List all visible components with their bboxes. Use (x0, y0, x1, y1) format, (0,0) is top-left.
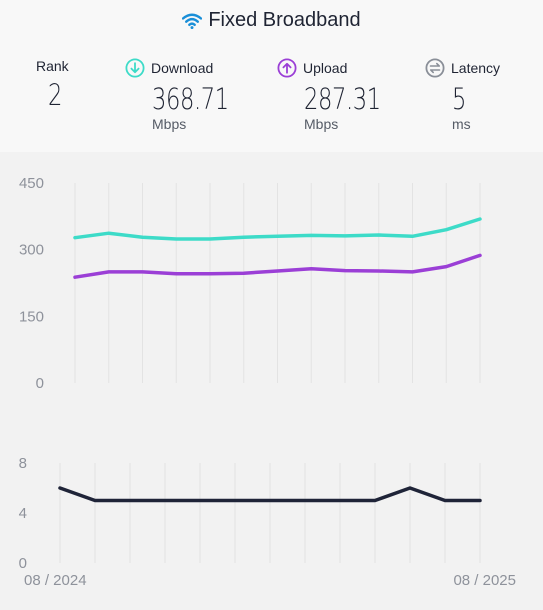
download-label-row: Download (125, 58, 250, 78)
rank-label: Rank (36, 58, 69, 74)
download-unit: Mbps (152, 116, 187, 132)
chart1-y-tick-label: 300 (19, 242, 44, 259)
upload-value: 287.31 (304, 82, 381, 116)
download-label: Download (151, 60, 214, 76)
page-title: Fixed Broadband (208, 9, 361, 31)
chart1-series-download (73, 217, 482, 241)
charts-panel: 0 150 300 450 0 4 8 08 / 2024 08 / 2025 (0, 152, 543, 610)
rank-value: 2 (48, 78, 63, 112)
download-metric: Download 368.71 Mbps (125, 58, 250, 132)
latency-unit: ms (452, 116, 471, 132)
latency-label-row: Latency (425, 58, 500, 78)
latency-label: Latency (451, 60, 501, 76)
latency-value: 5 (452, 82, 467, 116)
upload-label: Upload (303, 60, 348, 76)
chart1-y-tick-label: 0 (36, 375, 44, 392)
chart1-series-upload (73, 253, 482, 279)
chart2-y-tick-label: 8 (19, 455, 27, 472)
summary-header: Fixed Broadband Rank 2 Download 368.71 M… (0, 0, 543, 152)
upload-arrow-icon (277, 58, 297, 78)
upload-metric: Upload 287.31 Mbps (277, 58, 402, 132)
upload-label-row: Upload (277, 58, 402, 78)
download-arrow-icon (125, 58, 145, 78)
upload-unit: Mbps (304, 116, 339, 132)
latency-icon (425, 58, 445, 78)
chart1-y-tick-label: 450 (19, 175, 44, 192)
latency-metric: Latency 5 ms (425, 58, 500, 132)
title-row: Fixed Broadband (0, 9, 543, 32)
x-tick-label-end: 08 / 2025 (453, 572, 516, 589)
chart2-y-tick-label: 0 (19, 555, 27, 572)
charts-svg: 0 150 300 450 0 4 8 08 / 2024 08 / 2025 (19, 175, 516, 589)
x-tick-label-start: 08 / 2024 (24, 572, 87, 589)
rank-metric: Rank 2 (36, 58, 69, 110)
wifi-icon (182, 13, 203, 30)
download-value: 368.71 (152, 82, 229, 116)
chart2-y-tick-label: 4 (19, 505, 27, 522)
chart1-y-tick-label: 150 (19, 308, 44, 325)
chart2-series-latency (58, 486, 482, 503)
